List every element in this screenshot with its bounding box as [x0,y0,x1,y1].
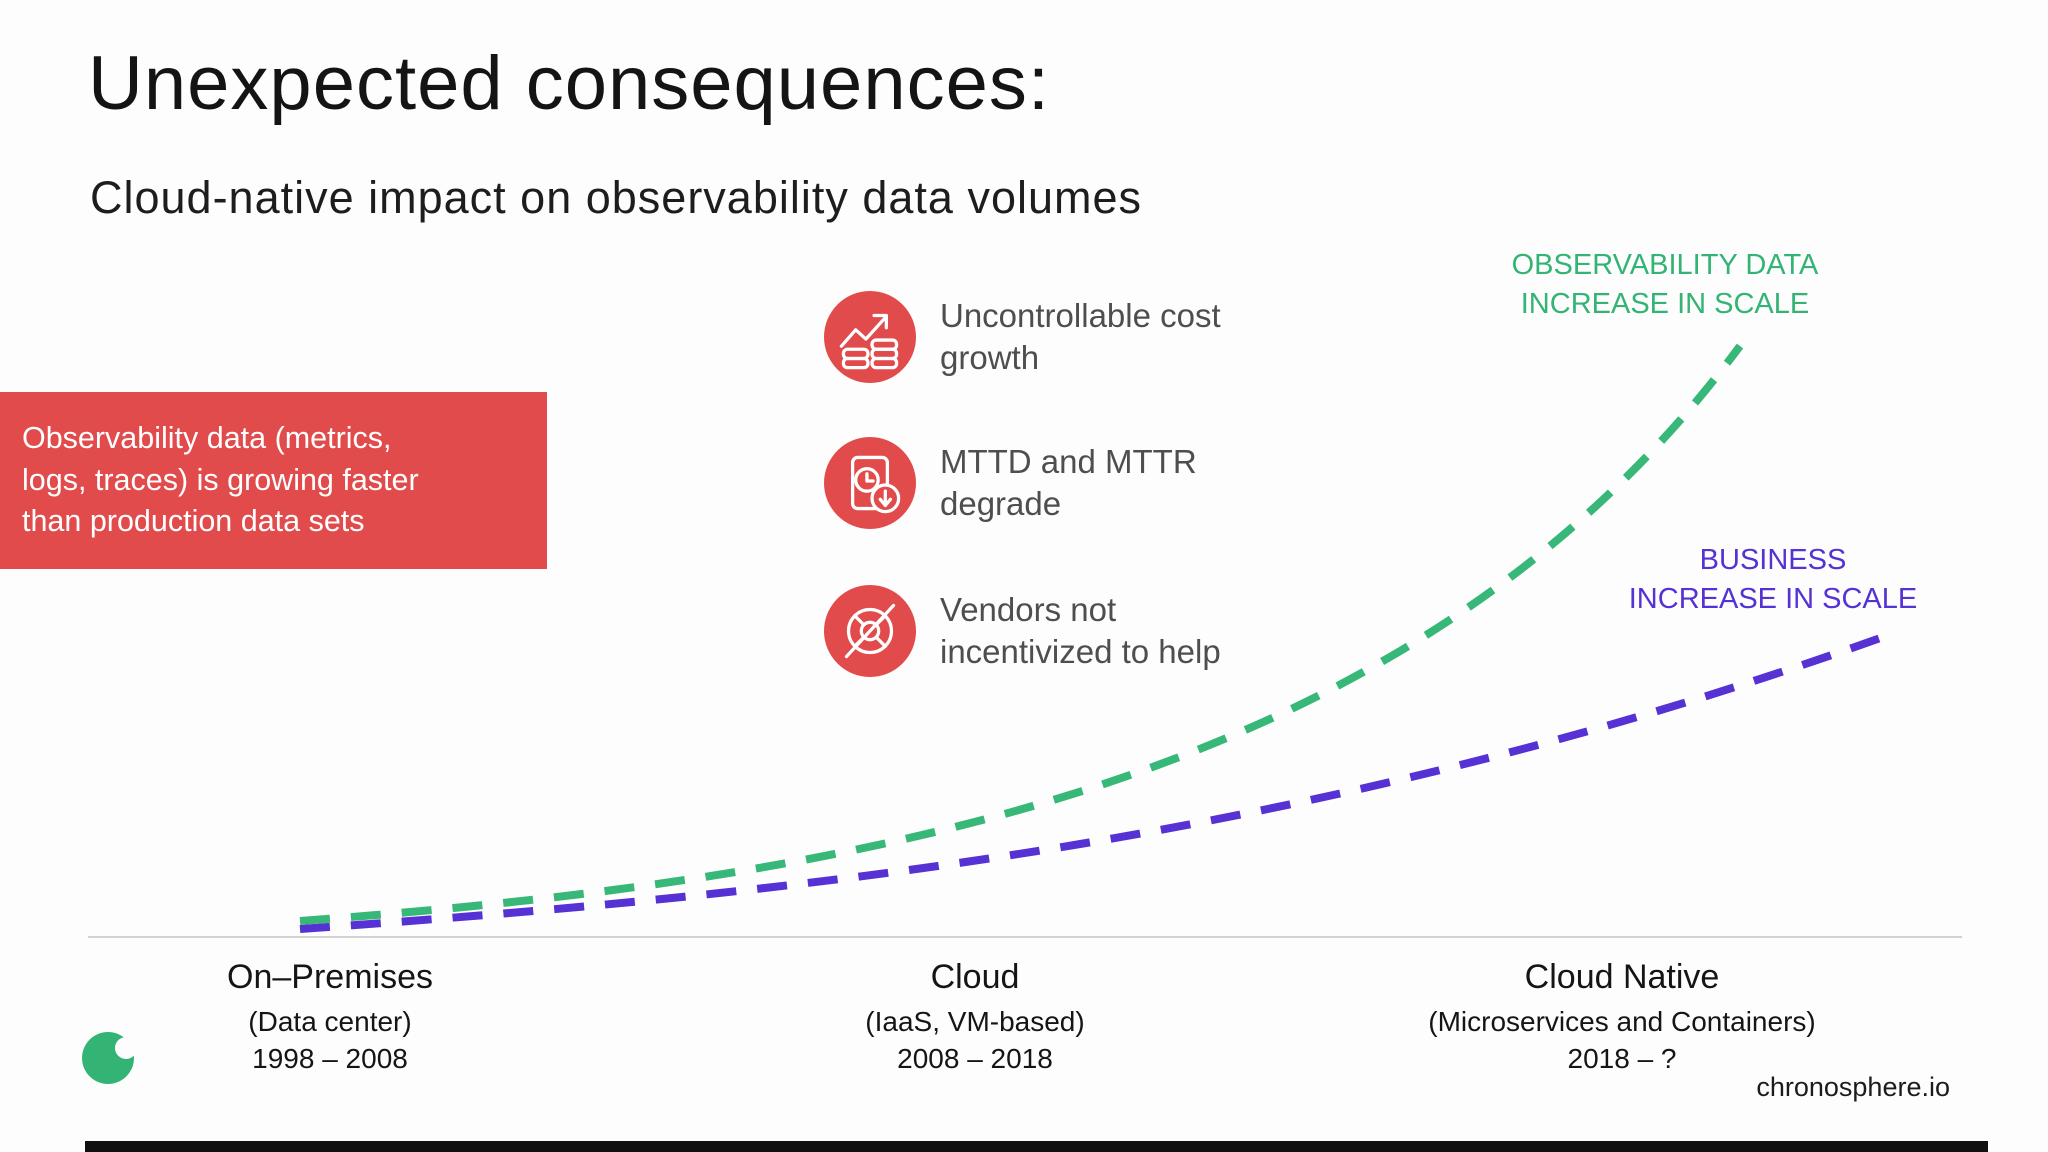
era-years: 2018 – ? [1567,1042,1677,1074]
pain-point-vendors: Vendors not incentivized to help [824,585,1221,677]
pain-point-label: Uncontrollable cost growth [940,296,1221,376]
era-on-premises: On–Premises (Data center) 1998 – 2008 [60,958,600,1078]
bottom-bar [85,1141,1988,1152]
era-cloud-native: Cloud Native (Microservices and Containe… [1352,958,1892,1078]
era-detail: (IaaS, VM-based) [865,1006,1085,1037]
pain-point-label: Vendors not incentivized to help [940,590,1221,670]
vendors-not-incentivized-icon [824,585,916,677]
cost-growth-icon [824,291,916,383]
pain-point-label: MTTD and MTTR degrade [940,442,1197,522]
x-axis-line [88,936,1962,938]
era-detail: (Data center) [248,1006,412,1037]
era-name: Cloud Native [1524,958,1720,996]
brand-url: chronosphere.io [1756,1072,1950,1102]
era-cloud: Cloud (IaaS, VM-based) 2008 – 2018 [705,958,1245,1078]
pain-point-mttd-mttr: MTTD and MTTR degrade [824,437,1197,529]
pain-point-cost-growth: Uncontrollable cost growth [824,291,1221,383]
page-title: Unexpected consequences: [88,41,1050,126]
era-years: 2008 – 2018 [897,1042,1053,1074]
mttd-mttr-degrade-icon [824,437,916,529]
era-detail: (Microservices and Containers) [1428,1006,1816,1037]
observability-data-label: OBSERVABILITY DATA INCREASE IN SCALE [1511,249,1819,320]
callout-text: Observability data (metrics, logs, trace… [22,421,419,539]
business-scale-line [299,632,1888,933]
logo-notch [115,1037,137,1059]
callout-box: Observability data (metrics, logs, trace… [0,392,547,569]
page-subtitle: Cloud-native impact on observability dat… [90,172,1143,223]
era-name: Cloud [930,958,1020,996]
chronosphere-logo [82,1032,142,1087]
era-years: 1998 – 2008 [252,1042,408,1074]
era-name: On–Premises [227,958,433,996]
business-scale-label: BUSINESS INCREASE IN SCALE [1628,544,1918,615]
